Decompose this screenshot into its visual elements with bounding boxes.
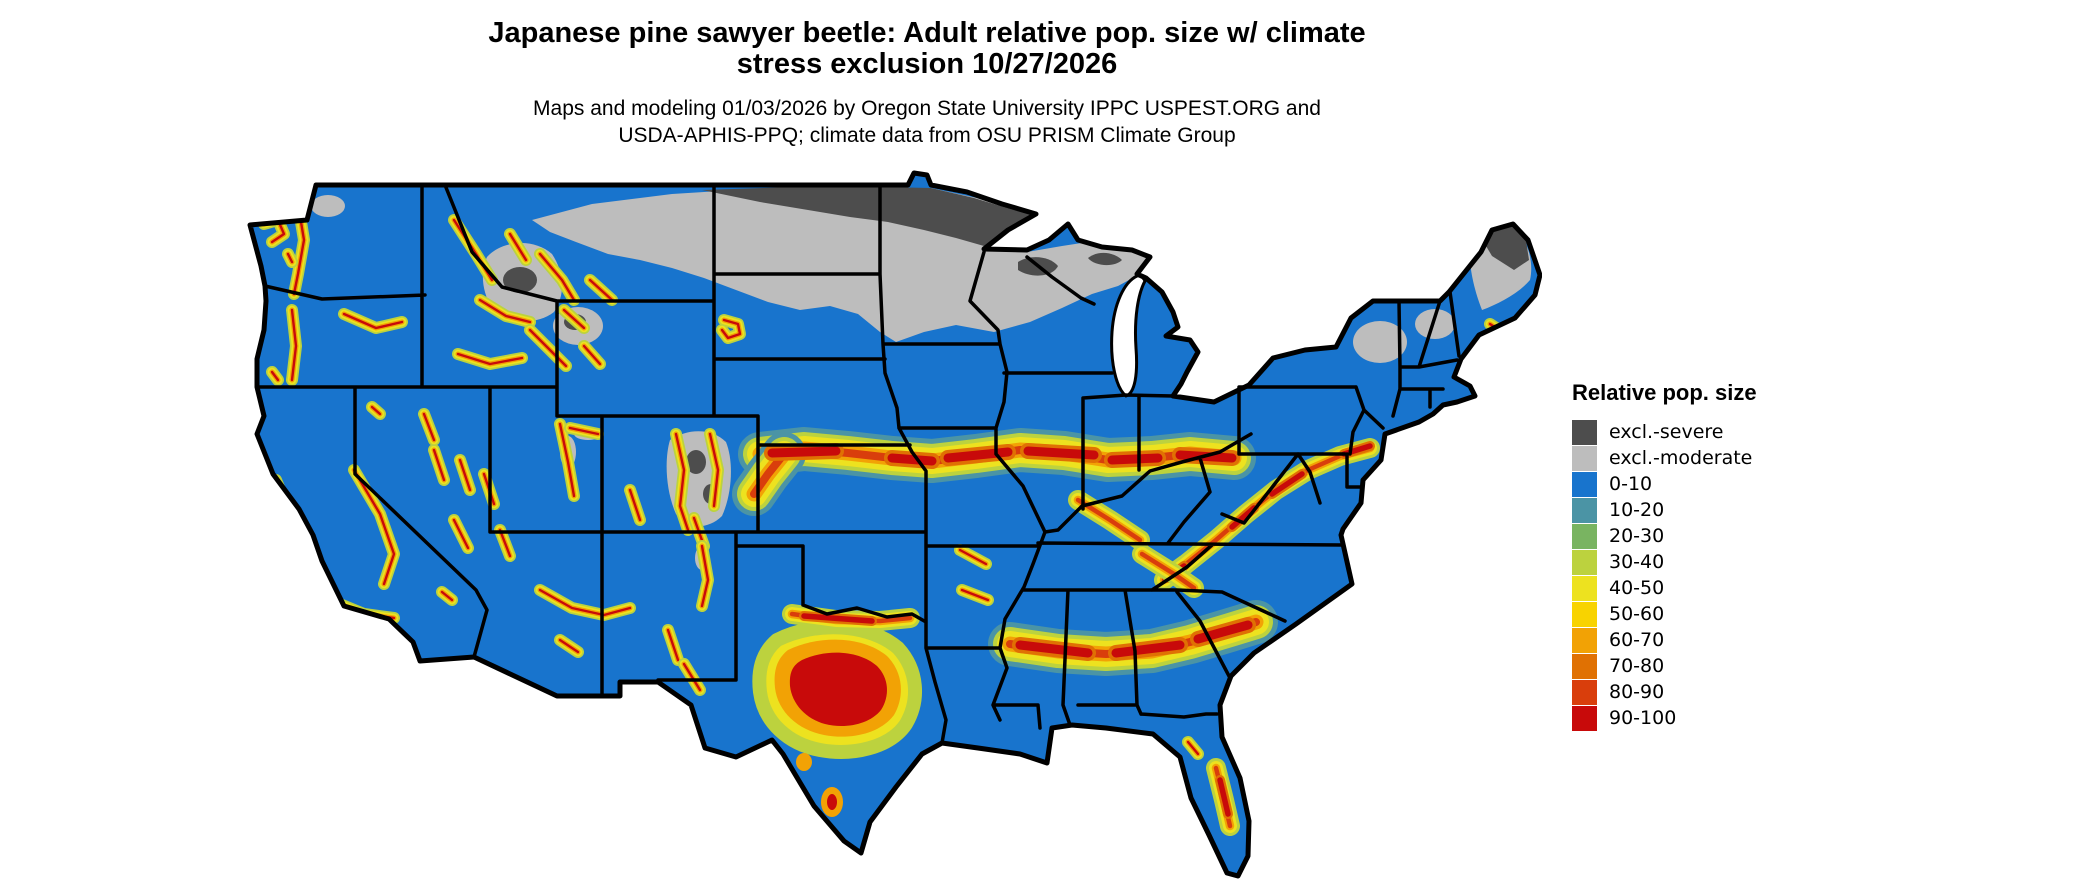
legend-label: excl.-moderate: [1609, 447, 1753, 469]
legend-item: excl.-severe: [1572, 419, 1757, 445]
map-subtitle-line1: Maps and modeling 01/03/2026 by Oregon S…: [533, 97, 1321, 120]
legend-label: 40-50: [1609, 577, 1665, 599]
adirondacks-exclusion: [1353, 321, 1407, 363]
upper-peninsula-severe-spot: [1088, 252, 1122, 266]
legend-swatch-30-40: [1572, 549, 1597, 575]
legend-swatch-80-90: [1572, 679, 1597, 705]
legend-swatch-10-20: [1572, 497, 1597, 523]
legend-swatch-90-100: [1572, 705, 1597, 731]
legend-item: 30-40: [1572, 549, 1757, 575]
idaho-severe-core: [503, 267, 537, 293]
legend-label: excl.-severe: [1609, 421, 1724, 443]
maine-exclusion-severe: [1480, 224, 1529, 270]
legend-label: 60-70: [1609, 629, 1665, 651]
northern-vt-nh-exclusion: [1415, 309, 1455, 339]
legend-swatch-60-70: [1572, 627, 1597, 653]
state-borders: [255, 183, 1461, 745]
legend: Relative pop. size excl.-severe excl.-mo…: [1572, 380, 1757, 731]
legend-item: 70-80: [1572, 653, 1757, 679]
map-subtitle-line2: USDA-APHIS-PPQ; climate data from OSU PR…: [618, 124, 1236, 147]
texas-hotspot: [752, 620, 922, 817]
legend-label: 80-90: [1609, 681, 1665, 703]
title-block: Japanese pine sawyer beetle: Adult relat…: [232, 18, 1622, 149]
legend-title: Relative pop. size: [1572, 380, 1757, 405]
legend-label: 30-40: [1609, 551, 1665, 573]
legend-swatch-excl-moderate: [1572, 445, 1597, 471]
red-river-band: [782, 604, 920, 631]
north-exclusion-severe: [702, 187, 1036, 246]
legend-item: 10-20: [1572, 497, 1757, 523]
legend-label: 90-100: [1609, 707, 1677, 729]
legend-swatch-excl-severe: [1572, 419, 1597, 445]
legend-item: 40-50: [1572, 575, 1757, 601]
legend-swatch-50-60: [1572, 601, 1597, 627]
legend-label: 20-30: [1609, 525, 1665, 547]
legend-swatch-40-50: [1572, 575, 1597, 601]
southeast-band: [988, 600, 1278, 676]
legend-item: 20-30: [1572, 523, 1757, 549]
legend-swatch-70-80: [1572, 653, 1597, 679]
legend-swatch-0-10: [1572, 471, 1597, 497]
legend-item: 0-10: [1572, 471, 1757, 497]
us-map: [232, 162, 1543, 892]
colorado-severe-core-1: [686, 450, 706, 474]
legend-item: excl.-moderate: [1572, 445, 1757, 471]
legend-label: 0-10: [1609, 473, 1653, 495]
legend-item: 60-70: [1572, 627, 1757, 653]
florida-hotspot: [1206, 758, 1240, 836]
legend-item: 80-90: [1572, 679, 1757, 705]
us-map-svg: [247, 170, 1543, 879]
north-cascades-exclusion: [311, 195, 345, 217]
legend-swatch-20-30: [1572, 523, 1597, 549]
map-subtitle: Maps and modeling 01/03/2026 by Oregon S…: [232, 95, 1622, 149]
map-title-line1: Japanese pine sawyer beetle: Adult relat…: [488, 17, 1366, 49]
legend-label: 70-80: [1609, 655, 1665, 677]
legend-item: 50-60: [1572, 601, 1757, 627]
legend-label: 50-60: [1609, 603, 1665, 625]
us-outline: [247, 170, 1543, 879]
lake-michigan: [1110, 274, 1147, 398]
legend-label: 10-20: [1609, 499, 1665, 521]
legend-item: 90-100: [1572, 705, 1757, 731]
map-title-line2: stress exclusion 10/27/2026: [736, 48, 1118, 80]
